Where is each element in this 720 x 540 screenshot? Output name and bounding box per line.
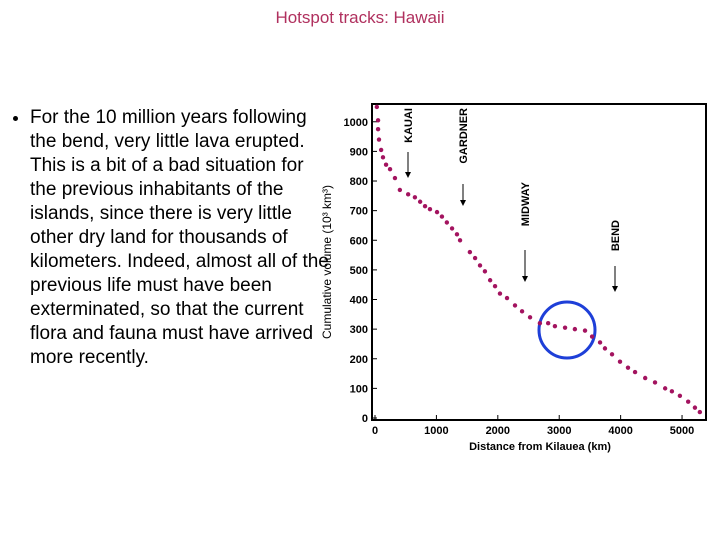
data-point: [454, 232, 460, 237]
data-point: [383, 162, 389, 167]
annotation: KAUAI: [403, 108, 415, 143]
data-point: [378, 147, 384, 153]
data-point: [392, 175, 398, 181]
data-point: [492, 283, 498, 289]
y-tick-label: 1000: [344, 117, 368, 129]
annotation: GARDNER: [458, 108, 470, 164]
y-tick-label: 400: [350, 295, 368, 307]
data-point: [552, 323, 558, 329]
data-point: [632, 369, 638, 375]
arrow-head: [612, 286, 618, 292]
y-tick-label: 0: [362, 413, 368, 425]
data-point: [477, 263, 483, 268]
annotation: BEND: [610, 220, 622, 251]
data-point: [487, 278, 493, 283]
data-point: [669, 389, 675, 394]
y-tick-label: 600: [350, 235, 368, 247]
data-point: [380, 155, 386, 160]
x-tick-label: 4000: [608, 425, 632, 437]
x-tick-label: 2000: [486, 425, 510, 437]
data-point: [609, 352, 615, 357]
y-axis-title: Cumulative volume (10³ km³): [320, 185, 334, 339]
annotation: MIDWAY: [520, 181, 532, 226]
bullet-list: For the 10 million years following the b…: [8, 106, 333, 370]
plot-frame: [371, 103, 707, 421]
data-point: [375, 118, 381, 123]
data-point: [519, 309, 525, 314]
data-point: [467, 249, 473, 255]
data-point: [692, 405, 698, 410]
data-point: [387, 166, 393, 172]
highlight-circle: [537, 300, 597, 360]
arrow-head: [405, 172, 411, 178]
data-point: [685, 399, 691, 404]
data-point: [497, 291, 503, 296]
data-point: [697, 409, 703, 415]
y-tick-label: 900: [350, 146, 368, 158]
data-point: [417, 199, 423, 204]
data-point: [457, 238, 463, 243]
data-point: [597, 340, 603, 345]
data-point: [504, 295, 510, 301]
y-tick-label: 200: [350, 354, 368, 366]
arrow-head: [522, 276, 528, 282]
data-point: [512, 303, 518, 308]
x-tick-label: 5000: [670, 425, 694, 437]
x-tick-label: 1000: [424, 425, 448, 437]
x-tick-label: 0: [372, 425, 378, 437]
data-point: [537, 321, 543, 326]
data-point: [602, 346, 608, 351]
data-point: [527, 315, 533, 320]
bullet-text: For the 10 million years following the b…: [30, 106, 333, 370]
data-point: [375, 126, 381, 132]
data-point: [642, 375, 648, 381]
data-point: [376, 137, 382, 142]
data-point: [545, 321, 551, 326]
data-point: [412, 195, 418, 200]
data-point: [625, 365, 631, 370]
y-tick-label: 300: [350, 324, 368, 336]
data-point: [582, 328, 588, 333]
data-point: [617, 359, 623, 364]
data-point: [449, 226, 455, 231]
y-tick-label: 700: [350, 206, 368, 218]
data-point: [589, 334, 595, 339]
x-tick-label: 3000: [547, 425, 571, 437]
data-point: [472, 255, 478, 261]
data-point: [652, 380, 658, 385]
slide-title: Hotspot tracks: Hawaii: [275, 8, 445, 27]
data-point: [439, 214, 445, 219]
data-point: [397, 187, 403, 193]
data-point: [444, 220, 450, 225]
arrow-head: [460, 200, 466, 206]
data-point: [374, 104, 380, 110]
y-tick-label: 100: [350, 383, 368, 395]
data-point: [482, 269, 488, 274]
y-tick-label: 800: [350, 176, 368, 188]
data-point: [572, 326, 578, 332]
data-point: [662, 386, 668, 391]
data-point: [427, 206, 433, 212]
data-point: [562, 325, 568, 330]
y-tick-label: 500: [350, 265, 368, 277]
data-point: [422, 203, 428, 209]
data-point: [434, 209, 440, 215]
x-axis-title: Distance from Kilauea (km): [469, 441, 611, 453]
data-point: [677, 393, 683, 398]
data-point: [405, 192, 411, 197]
